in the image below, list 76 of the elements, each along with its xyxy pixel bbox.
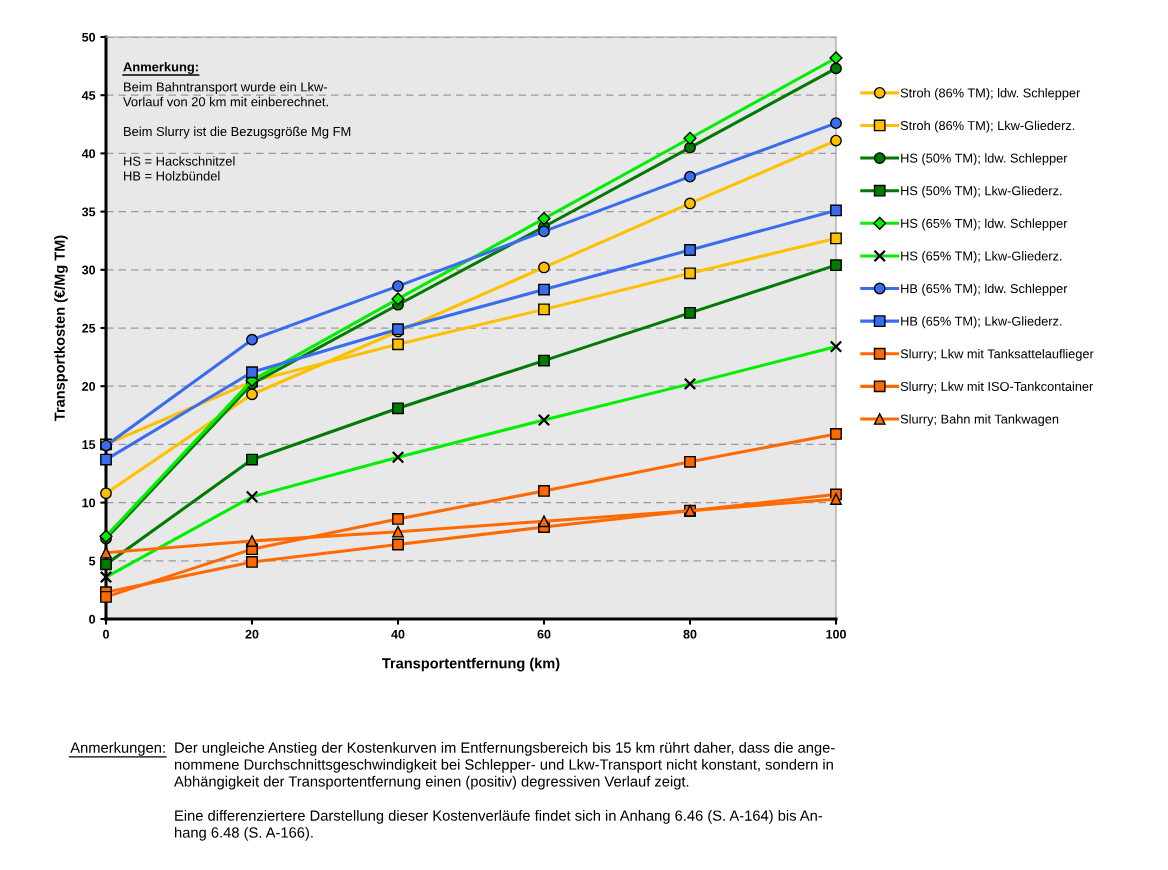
point [538,283,550,296]
x-tick-label: 60 [537,629,551,639]
point [246,556,258,568]
point [830,259,842,272]
point [391,292,405,306]
point [100,453,112,466]
text: Eine differenziertere Darstellung dieser Kostenverläufe findet sich in Anhang 6.46 (S. A-164) bis An- hang 6.48 (S. A-166). [175,810,823,841]
y-tick-label: 5 [89,556,96,566]
legend-label: HS (65% TM); ldw. Schlepper [901,218,1068,231]
point [392,402,404,415]
annotation: Anmerkung: [123,62,198,75]
point [392,338,404,351]
point [829,51,843,65]
x-tick-label: 100 [826,629,846,639]
point [392,280,404,292]
y-tick-label: 35 [81,207,96,217]
point [538,515,550,528]
y-axis-title: Transportkosten (€/Mg TM) [54,235,68,422]
y-tick-label: 45 [81,91,96,100]
text: Der ungleiche Anstieg der Kostenkurven im Entfernungsbereich bis 15 km rührt daher, dass die ange- nommene Durchschnittsgeschwindigkeit bei Schlepper- und Lkw-Transport nicht konstant, sondern in Abhängigkeit der Transportentfernung einen (positiv) degressiven Verlauf zeigt. [174,742,835,790]
point [100,487,112,500]
point [830,232,842,245]
point [246,388,258,401]
legend-label: HB (65% TM); Lkw-Gliederz. [901,316,1062,329]
point [830,493,842,506]
point [830,62,842,75]
x-tick-label: 80 [683,629,697,639]
point [246,453,258,466]
point [392,538,404,551]
point [246,366,258,379]
point [684,267,696,280]
x-tick-label: 0 [103,629,109,639]
text: Beim Bahntransport wurde ein Lkw- Vorlauf von 20 km mit einberechnet. Beim Slurry ist die Bezugsgröße Mg FM HS = Hackschnitzel HB = Holzbündel [123,82,351,181]
point [684,170,696,183]
point [100,590,112,603]
legend-label: HB (65% TM); ldw. Schlepper [901,283,1068,296]
y-tick-label: 40 [81,149,96,159]
point [830,428,842,440]
point [830,134,842,147]
point [538,354,550,367]
point [537,211,551,226]
legend-label: Slurry; Bahn mit Tankwagen [900,414,1059,427]
y-tick-label: 30 [81,265,96,275]
point [392,512,404,525]
point [684,197,696,210]
x-axis-title: Transportentfernung (km) [382,657,560,672]
point [683,131,697,145]
point [100,558,112,571]
point [830,204,842,217]
legend-label: Stroh (86% TM); ldw. Schlepper [900,88,1081,100]
legend-label: HS (65% TM); Lkw-Gliederz. [901,251,1062,264]
y-tick-label: 50 [82,32,96,42]
point [684,306,696,319]
y-tick-label: 20 [82,382,96,391]
point [392,525,404,538]
point [684,244,696,256]
point [246,535,258,547]
y-tick-label: 15 [82,440,96,450]
text: Anmerkungen: [70,742,165,756]
point [538,485,550,497]
point [684,455,696,468]
y-tick-label: 25 [82,323,96,333]
x-tick-label: 20 [245,629,259,639]
legend-label: HS (50% TM); ldw. Schlepper [901,153,1068,166]
point [246,333,258,346]
point [538,303,550,316]
legend-label: Slurry; Lkw mit Tanksattelauflieger [900,348,1094,361]
legend-label: Slurry; Lkw mit ISO-Tankcontainer [900,381,1094,394]
point [538,225,550,238]
y-tick-label: 10 [82,498,96,508]
y-tick-label: 0 [89,614,96,624]
point [830,117,842,130]
legend-label: Stroh (86% TM); Lkw-Gliederz. [900,120,1075,133]
x-tick-label: 40 [391,629,405,639]
legend-label: HS (50% TM); Lkw-Gliederz. [901,185,1062,198]
point [538,261,550,274]
